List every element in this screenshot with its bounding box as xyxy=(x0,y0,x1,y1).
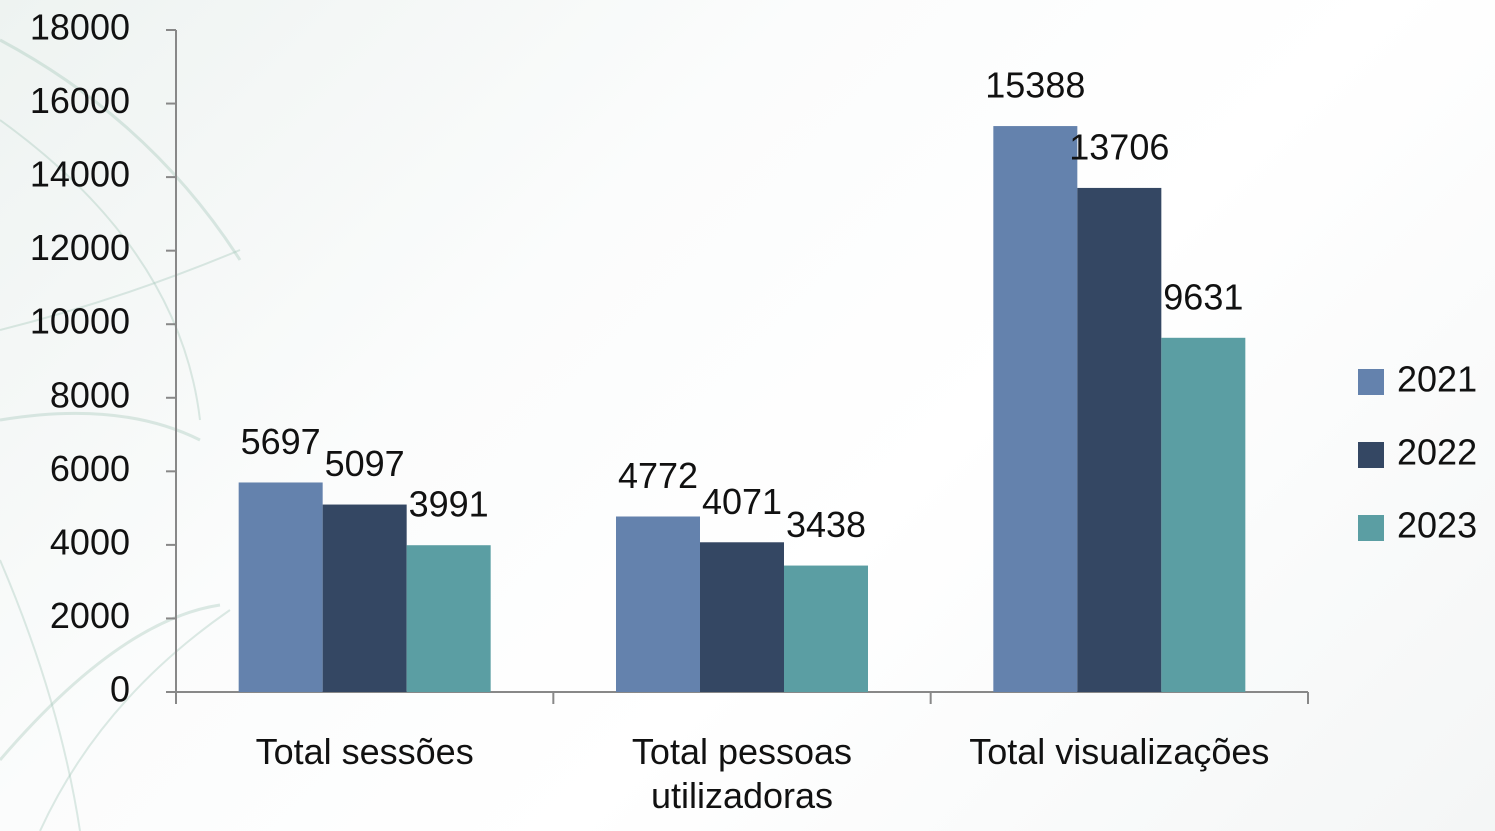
data-label: 13706 xyxy=(1069,126,1169,167)
bar xyxy=(239,482,323,692)
legend-swatch xyxy=(1358,369,1384,395)
data-label: 4772 xyxy=(618,455,698,496)
data-label: 3991 xyxy=(409,484,489,525)
y-tick-label: 18000 xyxy=(30,7,130,48)
bar xyxy=(700,542,784,692)
bar xyxy=(1161,338,1245,692)
data-label: 15388 xyxy=(985,65,1085,106)
y-tick-label: 4000 xyxy=(50,521,130,562)
legend-swatch xyxy=(1358,515,1384,541)
x-tick-label: Total sessões xyxy=(195,730,535,774)
page: 0 2000 4000 6000 8000 10000 12000 14000 16000 180… xyxy=(0,0,1495,831)
legend-label: 2021 xyxy=(1397,359,1477,400)
bar xyxy=(784,566,868,692)
y-tick-label: 8000 xyxy=(50,374,130,415)
legend-swatch xyxy=(1358,442,1384,468)
y-tick-label: 6000 xyxy=(50,448,130,489)
chart: 0 2000 4000 6000 8000 10000 12000 14000 16000 180… xyxy=(0,0,1495,831)
data-label: 5097 xyxy=(325,443,405,484)
bar xyxy=(616,516,700,692)
y-tick-label: 12000 xyxy=(30,227,130,268)
y-tick-label: 16000 xyxy=(30,80,130,121)
data-label: 9631 xyxy=(1163,276,1243,317)
bar xyxy=(993,126,1077,692)
y-tick-label: 2000 xyxy=(50,595,130,636)
data-label: 4071 xyxy=(702,481,782,522)
legend-label: 2023 xyxy=(1397,505,1477,546)
legend-label: 2022 xyxy=(1397,432,1477,473)
bar xyxy=(323,505,407,692)
bar xyxy=(1077,188,1161,692)
y-tick-label: 0 xyxy=(110,669,130,710)
data-label: 3438 xyxy=(786,504,866,545)
bar xyxy=(407,545,491,692)
data-label: 5697 xyxy=(241,421,321,462)
x-tick-label: Total visualizações xyxy=(949,730,1289,774)
x-tick-label: Total pessoas utilizadoras xyxy=(572,730,912,818)
y-tick-label: 10000 xyxy=(30,301,130,342)
y-tick-label: 14000 xyxy=(30,154,130,195)
